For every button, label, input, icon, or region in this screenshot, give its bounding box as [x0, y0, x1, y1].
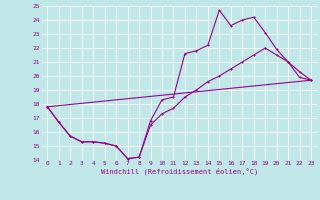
X-axis label: Windchill (Refroidissement éolien,°C): Windchill (Refroidissement éolien,°C)	[100, 168, 258, 175]
